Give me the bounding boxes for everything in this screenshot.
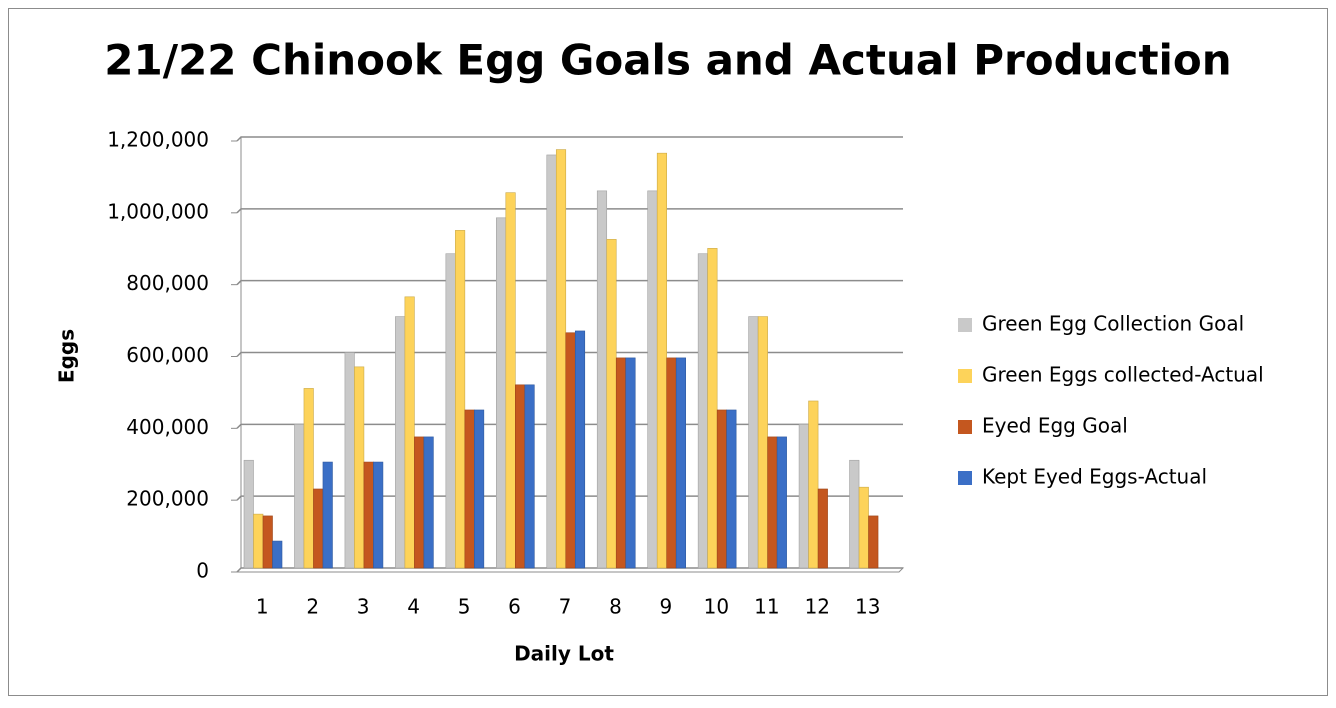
x-tick-label: 5 xyxy=(458,595,471,619)
bar xyxy=(464,409,475,569)
grid-line xyxy=(236,279,903,286)
bar xyxy=(423,436,434,569)
y-tick-label: 400,000 xyxy=(126,415,209,439)
bar xyxy=(404,296,415,569)
x-axis-label: Daily Lot xyxy=(514,642,614,666)
bar xyxy=(666,357,677,569)
bar xyxy=(496,217,507,569)
x-tick-label: 1 xyxy=(256,595,269,619)
bar xyxy=(716,409,727,569)
bar xyxy=(474,409,485,569)
y-tick-label: 600,000 xyxy=(126,343,209,367)
bar xyxy=(322,461,333,569)
bar xyxy=(606,239,617,569)
bar xyxy=(675,357,686,569)
bar xyxy=(656,152,667,569)
bar xyxy=(445,253,456,569)
grid-line xyxy=(236,351,903,358)
legend-label: Green Eggs collected-Actual xyxy=(982,363,1264,387)
bar xyxy=(726,409,737,569)
bar xyxy=(707,248,718,569)
legend-swatch xyxy=(958,369,972,383)
bar xyxy=(524,384,535,569)
y-axis-label: Eggs xyxy=(55,329,79,383)
legend-label: Kept Eyed Eggs-Actual xyxy=(982,465,1207,489)
grid-line xyxy=(236,208,903,214)
bar xyxy=(574,330,586,569)
bar xyxy=(373,461,384,569)
x-tick-label: 7 xyxy=(559,595,572,619)
bar xyxy=(262,515,273,569)
bar xyxy=(243,459,254,569)
bar xyxy=(313,488,324,569)
legend-swatch xyxy=(958,318,972,332)
x-tick-label: 6 xyxy=(508,595,521,619)
y-tick-label: 0 xyxy=(196,559,209,583)
legend-label: Green Egg Collection Goal xyxy=(982,312,1244,336)
bar xyxy=(546,154,557,569)
bar xyxy=(354,366,365,569)
bar xyxy=(849,459,860,569)
bar xyxy=(565,332,576,569)
y-tick-label: 200,000 xyxy=(126,487,209,511)
bar xyxy=(515,384,526,569)
x-tick-label: 8 xyxy=(609,595,622,619)
bar xyxy=(303,388,314,569)
bar xyxy=(776,436,787,569)
bar xyxy=(808,400,819,569)
x-tick-label: 9 xyxy=(660,595,673,619)
chart-title: 21/22 Chinook Egg Goals and Actual Produ… xyxy=(104,36,1231,85)
x-tick-label: 2 xyxy=(306,595,319,619)
x-tick-label: 10 xyxy=(704,595,729,619)
bar xyxy=(817,488,828,569)
bar xyxy=(272,540,283,569)
bar xyxy=(414,436,425,569)
bar xyxy=(767,436,778,569)
bar xyxy=(748,316,759,569)
y-tick-label: 1,000,000 xyxy=(107,199,209,223)
bar xyxy=(858,486,869,569)
bar xyxy=(505,192,516,569)
bar xyxy=(363,461,374,569)
bar xyxy=(455,230,466,569)
bar xyxy=(253,513,264,569)
bar xyxy=(798,424,809,569)
bar xyxy=(344,352,355,569)
x-tick-label: 13 xyxy=(855,595,880,619)
legend-swatch xyxy=(958,471,972,485)
legend-swatch xyxy=(958,420,972,434)
grid-line xyxy=(236,136,903,142)
bar xyxy=(596,190,608,569)
bar xyxy=(555,149,567,569)
bar xyxy=(868,515,879,569)
y-tick-label: 800,000 xyxy=(126,271,209,295)
bar xyxy=(697,253,708,569)
x-tick-label: 11 xyxy=(754,595,779,619)
bar xyxy=(757,316,768,569)
bar xyxy=(395,316,406,569)
legend-label: Eyed Egg Goal xyxy=(982,414,1128,438)
y-tick-label: 1,200,000 xyxy=(107,128,209,152)
x-tick-label: 3 xyxy=(357,595,370,619)
bar xyxy=(615,357,627,569)
bar xyxy=(625,357,636,569)
bar xyxy=(647,190,658,569)
x-tick-label: 12 xyxy=(805,595,830,619)
x-tick-label: 4 xyxy=(407,595,420,619)
bar xyxy=(294,424,305,569)
